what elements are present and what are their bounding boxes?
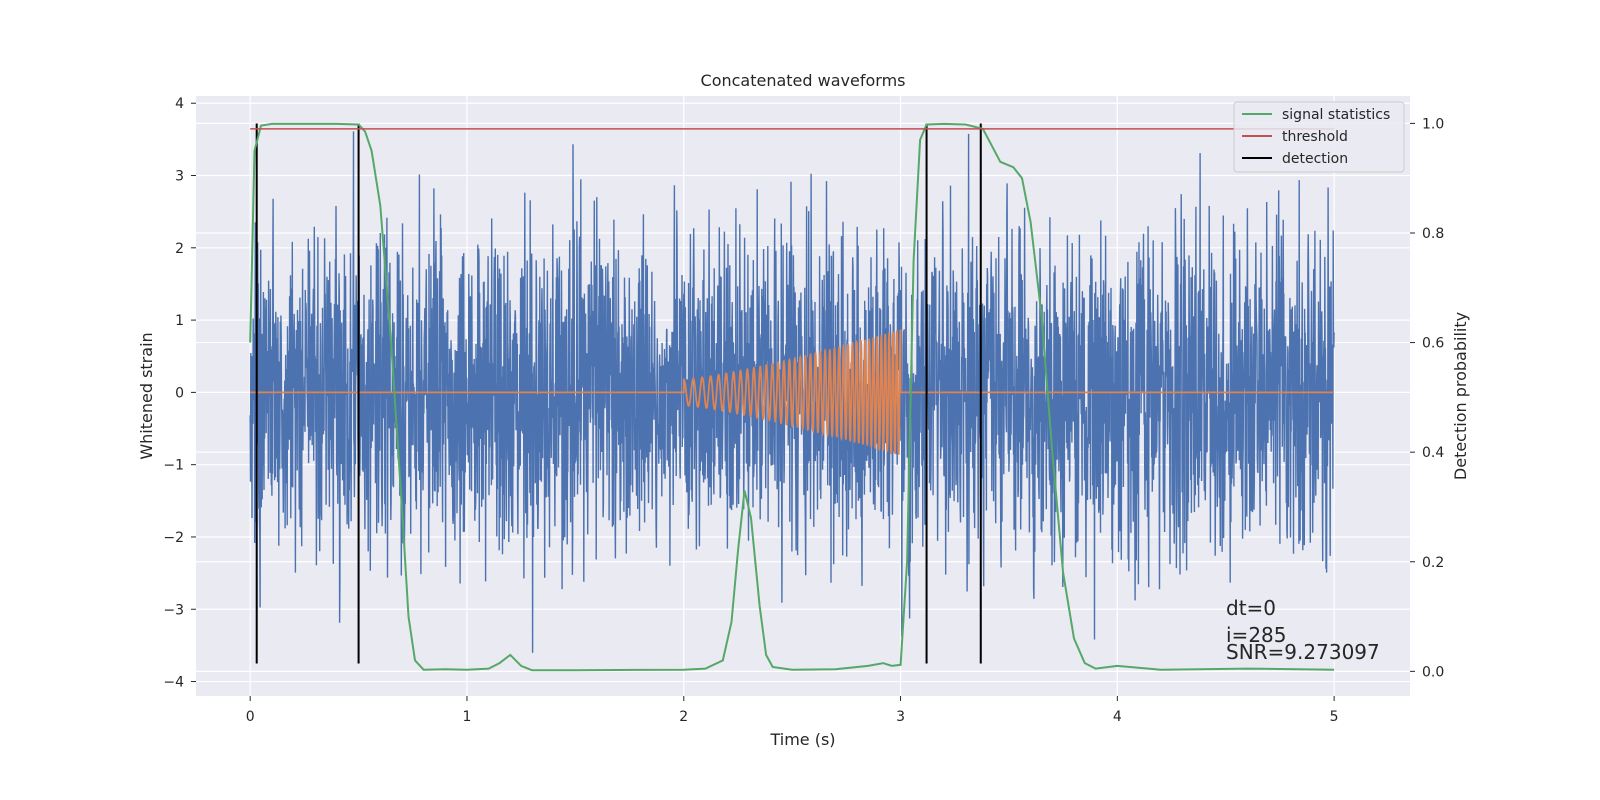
y-tick-label: 1 — [175, 313, 184, 329]
x-tick-label: 2 — [679, 709, 688, 725]
y-tick-label: 4 — [175, 96, 184, 112]
y-tick-label: −4 — [163, 675, 184, 691]
injected-signal-series — [250, 329, 1335, 456]
legend-box — [1233, 101, 1405, 173]
x-axis-title: Time (s) — [769, 730, 835, 749]
detection-lines — [255, 123, 982, 664]
y-right-tick-label: 0.8 — [1422, 226, 1444, 242]
y-right-tick-label: 0.2 — [1422, 555, 1444, 571]
annotation-snr: SNR=9.273097 — [1226, 640, 1380, 664]
legend: signal statistics threshold detection — [1233, 101, 1405, 173]
y-right-tick-label: 0.0 — [1422, 664, 1444, 680]
annotation-index: i=285 — [1226, 623, 1287, 647]
y-tick-label: −2 — [163, 530, 184, 546]
legend-label-signal-statistics: signal statistics — [1282, 107, 1390, 123]
y-axis-right: 0.0 0.2 0.4 0.6 0.8 1.0 — [1410, 116, 1444, 680]
signal-statistics-series — [249, 122, 1335, 672]
x-tick-label: 0 — [246, 709, 255, 725]
y-right-tick-label: 0.4 — [1422, 445, 1444, 461]
y-axis-left: −4 −3 −2 −1 0 1 2 3 4 — [163, 96, 196, 691]
chart-title: Concatenated waveforms — [701, 71, 906, 90]
x-tick-label: 4 — [1113, 709, 1122, 725]
x-tick-label: 3 — [896, 709, 905, 725]
x-axis: 0 1 2 3 4 5 — [246, 696, 1339, 725]
annotation-dt: dt=0 — [1226, 596, 1276, 620]
y-right-tick-label: 1.0 — [1422, 116, 1444, 132]
y-right-tick-label: 0.6 — [1422, 336, 1444, 352]
y-tick-label: 0 — [175, 385, 184, 401]
y-tick-label: 3 — [175, 169, 184, 185]
x-tick-label: 5 — [1330, 709, 1339, 725]
y-axis-title: Whitened strain — [137, 332, 156, 459]
y-tick-label: 2 — [175, 241, 184, 257]
strain-noise-series — [249, 131, 1335, 653]
x-tick-label: 1 — [463, 709, 472, 725]
legend-label-threshold: threshold — [1282, 129, 1348, 145]
legend-label-detection: detection — [1282, 151, 1348, 167]
y-axis-right-title: Detection probability — [1451, 312, 1470, 480]
annotation: dt=0 i=285 SNR=9.273097 — [1226, 596, 1380, 664]
y-tick-label: −3 — [163, 602, 184, 618]
y-tick-label: −1 — [163, 458, 184, 474]
